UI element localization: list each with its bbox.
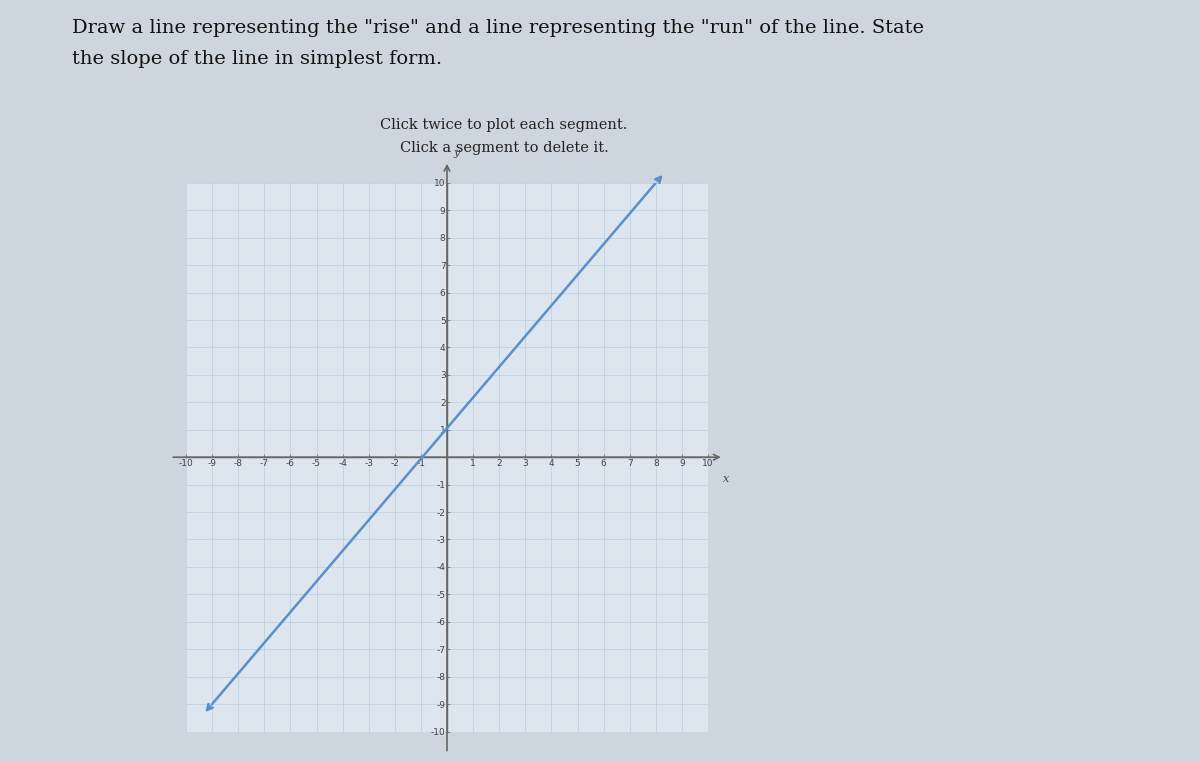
- Text: Click a segment to delete it.: Click a segment to delete it.: [400, 141, 608, 155]
- Text: x: x: [724, 474, 730, 484]
- Text: Draw a line representing the "rise" and a line representing the "run" of the lin: Draw a line representing the "rise" and …: [72, 19, 924, 37]
- Text: y: y: [454, 148, 460, 158]
- Text: the slope of the line in simplest form.: the slope of the line in simplest form.: [72, 50, 442, 68]
- Text: Click twice to plot each segment.: Click twice to plot each segment.: [380, 118, 628, 132]
